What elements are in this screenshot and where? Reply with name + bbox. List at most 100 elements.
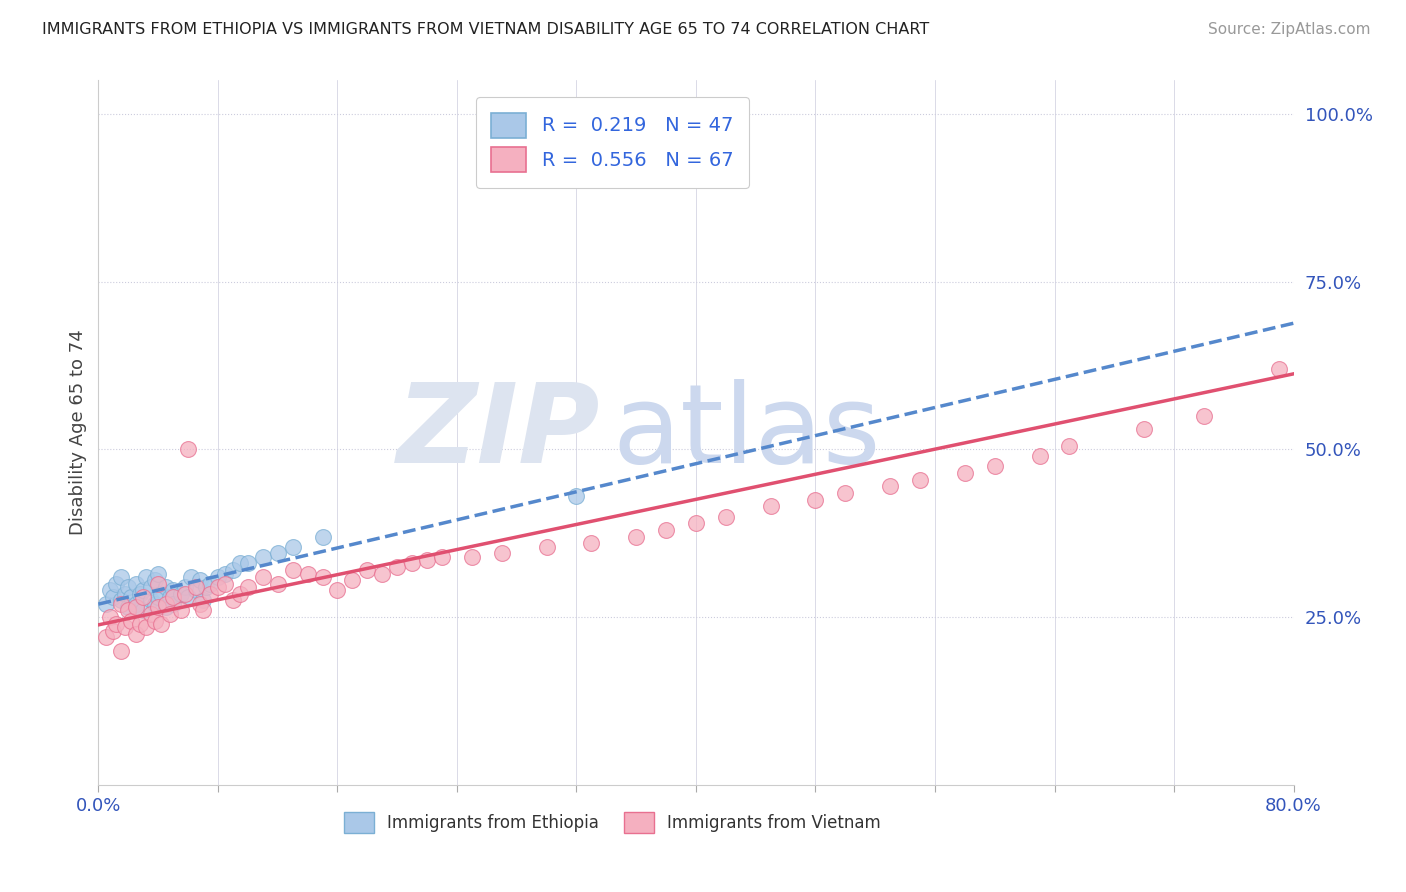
Point (129, 587, 152, 601)
Point (98, 610, 122, 624)
Point (222, 563, 245, 577)
Point (174, 580, 197, 594)
Point (252, 570, 274, 584)
Point (326, 583, 349, 598)
Point (491, 546, 513, 560)
Point (267, 576, 290, 591)
Point (148, 590, 170, 604)
Point (139, 580, 162, 594)
Point (117, 580, 139, 594)
Point (143, 574, 166, 588)
Point (188, 597, 211, 611)
Point (132, 583, 155, 598)
Point (105, 576, 128, 591)
Point (908, 473, 931, 487)
Point (125, 600, 148, 615)
Point (191, 603, 214, 617)
Point (117, 600, 139, 615)
Point (162, 583, 184, 598)
Point (984, 459, 1007, 474)
Point (804, 492, 827, 507)
Point (159, 607, 181, 621)
Point (1267, 362, 1289, 376)
Legend: Immigrants from Ethiopia, Immigrants from Vietnam: Immigrants from Ethiopia, Immigrants fro… (337, 805, 887, 840)
Point (135, 620, 157, 634)
Point (162, 597, 184, 611)
Point (191, 593, 214, 607)
Point (94, 597, 117, 611)
Point (342, 574, 364, 588)
Point (1312, 107, 1334, 121)
Point (159, 590, 181, 604)
Point (155, 597, 177, 611)
Point (110, 597, 132, 611)
Point (953, 466, 976, 480)
Point (229, 587, 252, 601)
Point (98, 583, 122, 598)
Point (150, 616, 173, 631)
Text: IMMIGRANTS FROM ETHIOPIA VS IMMIGRANTS FROM VIETNAM DISABILITY AGE 65 TO 74 CORR: IMMIGRANTS FROM ETHIOPIA VS IMMIGRANTS F… (42, 22, 929, 37)
Point (132, 603, 155, 617)
Point (879, 479, 901, 493)
Text: atlas: atlas (613, 379, 880, 486)
Point (229, 557, 252, 571)
Point (1192, 409, 1215, 423)
Point (311, 530, 333, 544)
Point (714, 509, 737, 524)
Point (267, 546, 290, 560)
Point (281, 540, 304, 554)
Point (236, 557, 259, 571)
Point (169, 603, 191, 617)
Point (180, 570, 202, 584)
Point (148, 600, 170, 615)
Point (120, 614, 142, 628)
Y-axis label: Disability Age 65 to 74: Disability Age 65 to 74 (69, 330, 87, 535)
Point (1059, 439, 1081, 453)
Point (281, 563, 304, 577)
Point (200, 576, 222, 591)
Point (834, 486, 856, 500)
Point (139, 607, 162, 621)
Point (655, 523, 678, 537)
Point (162, 590, 184, 604)
Point (155, 600, 177, 615)
Point (214, 576, 236, 591)
Point (1133, 422, 1156, 436)
Text: Source: ZipAtlas.com: Source: ZipAtlas.com (1208, 22, 1371, 37)
Point (143, 597, 166, 611)
Text: ZIP: ZIP (396, 379, 600, 486)
Point (356, 563, 378, 577)
Point (114, 587, 136, 601)
Point (626, 530, 648, 544)
Point (129, 616, 152, 631)
Point (148, 576, 170, 591)
Point (169, 587, 191, 601)
Point (120, 590, 142, 604)
Point (236, 580, 259, 594)
Point (311, 570, 333, 584)
Point (135, 570, 157, 584)
Point (385, 559, 409, 574)
Point (117, 603, 139, 617)
Point (195, 580, 218, 594)
Point (430, 549, 453, 564)
Point (188, 574, 211, 588)
Point (114, 620, 136, 634)
Point (214, 566, 236, 581)
Point (401, 557, 423, 571)
Point (222, 593, 245, 607)
Point (581, 536, 603, 550)
Point (103, 624, 125, 638)
Point (110, 644, 132, 658)
Point (252, 549, 274, 564)
Point (759, 500, 782, 514)
Point (565, 489, 588, 503)
Point (110, 593, 132, 607)
Point (177, 442, 200, 457)
Point (148, 566, 170, 581)
Point (174, 587, 197, 601)
Point (125, 597, 148, 611)
Point (207, 570, 229, 584)
Point (207, 580, 229, 594)
Point (461, 549, 484, 564)
